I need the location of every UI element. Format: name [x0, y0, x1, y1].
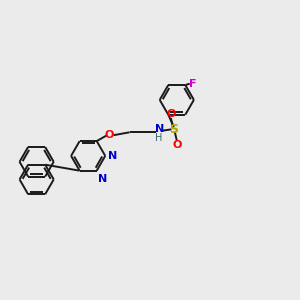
- Text: N: N: [154, 124, 164, 134]
- Text: N: N: [108, 151, 117, 161]
- Text: N: N: [98, 174, 107, 184]
- Text: H: H: [155, 133, 163, 143]
- Text: O: O: [172, 140, 182, 150]
- Text: F: F: [189, 79, 196, 88]
- Text: S: S: [169, 123, 178, 136]
- Text: O: O: [105, 130, 114, 140]
- Text: O: O: [166, 109, 176, 119]
